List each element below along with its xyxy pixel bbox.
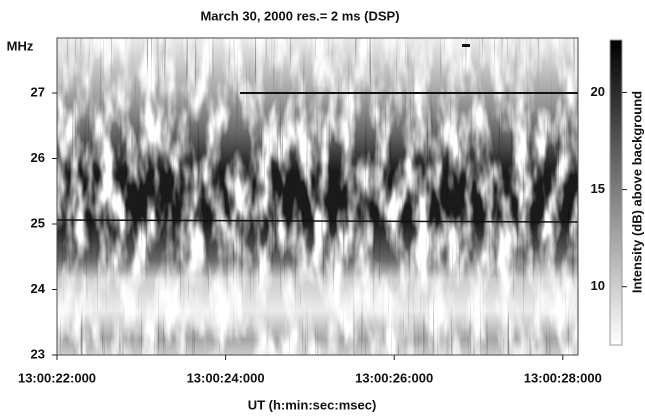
x-tick-label: 13:00:28:000 — [524, 370, 602, 385]
colorbar-tick-label: 20 — [591, 84, 605, 99]
colorbar-tick-label: 15 — [591, 181, 605, 196]
x-tick-label: 13:00:22:000 — [18, 370, 96, 385]
y-tick-label: 24 — [31, 281, 46, 296]
y-tick-label: 26 — [31, 150, 45, 165]
colorbar-label: Intensity (dB) above background — [629, 91, 644, 293]
spectrogram-image — [56, 38, 579, 355]
chart-title: March 30, 2000 res.= 2 ms (DSP) — [200, 8, 399, 23]
colorbar-tick-label: 10 — [591, 278, 605, 293]
x-axis-label: UT (h:min:sec:msec) — [248, 397, 377, 412]
y-axis-label: MHz — [7, 38, 34, 53]
y-tick-label: 23 — [31, 346, 45, 361]
y-tick-label: 25 — [31, 215, 45, 230]
colorbar — [609, 39, 623, 346]
x-tick-label: 13:00:26:000 — [355, 370, 433, 385]
y-tick-label: 27 — [31, 84, 45, 99]
plot-frame — [56, 37, 579, 356]
x-tick-label: 13:00:24:000 — [187, 370, 265, 385]
